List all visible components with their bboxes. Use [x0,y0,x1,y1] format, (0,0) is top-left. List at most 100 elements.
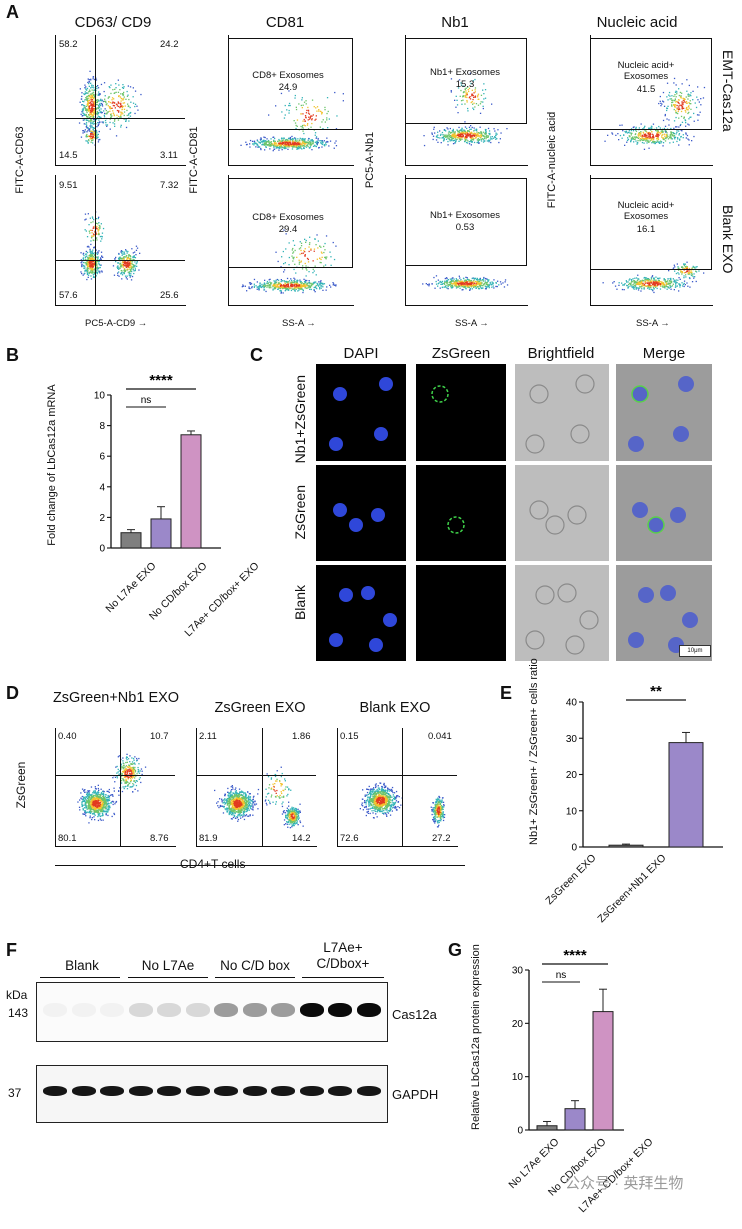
d-flow-0 [55,728,176,847]
g-bar-0 [537,1126,557,1130]
panel-label-f: F [6,940,17,961]
quad-cd-top-q2: 24.2 [160,39,179,50]
panel-label-e: E [500,683,512,704]
micrograph-r0-c1 [416,364,506,461]
d-title-2: Blank EXO [330,700,460,716]
d1-q2: 1.86 [292,731,311,742]
b-xcat-2: L7Ae+ CD/box+ EXO [168,560,261,653]
d2-q3: 72.6 [340,833,359,844]
quad-cd-bottom-q1: 9.51 [59,180,78,191]
gate-cd81-bottom-value: 29.4 [228,224,348,235]
col-title-cd81: CD81 [210,14,360,31]
col-title-cd63-cd9: CD63/ CD9 [38,14,188,31]
gate-nucleic-bottom-label: Nucleic acid+ Exosomes [596,200,696,222]
b-ytick-0: 0 [99,544,105,555]
blot2-lane-4 [157,1086,181,1096]
blot1-lane-9 [300,1003,324,1017]
gate-nucleic-bottom-value: 16.1 [596,224,696,235]
d0-q2: 10.7 [150,731,169,742]
blot1-lane-2 [100,1003,124,1017]
blot2-lane-11 [357,1086,381,1096]
col-title-nucleic-acid: Nucleic acid [562,14,712,31]
c-col-dapi: DAPI [316,345,406,362]
f-band-gapdh: GAPDH [392,1087,438,1102]
axis-label-ss-a-1: SS-A → [282,318,316,329]
d1-q4: 14.2 [292,833,311,844]
g-bar-1 [565,1109,585,1130]
micrograph-r0-c0 [316,364,406,461]
quad-cd-bottom-q3: 57.6 [59,290,78,301]
micrograph-r1-c1 [416,465,506,561]
panel-label-d: D [6,683,19,704]
quad-cd-top-q4: 3.11 [160,150,178,161]
e-bar-1 [669,743,703,847]
axis-label-ss-a-3: SS-A → [636,318,670,329]
gate-nb1-bottom-value: 0.53 [405,222,525,233]
e-sig: ** [650,683,662,700]
micrograph-r2-c2 [515,565,609,661]
micrograph-r1-c0 [316,465,406,561]
g-sig-top: **** [563,947,587,964]
blot1-lane-5 [186,1003,210,1017]
b-ytick-1: 2 [99,513,105,524]
blot1-lane-6 [214,1003,238,1017]
f-mw-143: 143 [8,1006,28,1020]
f-group-blank: Blank [40,958,124,973]
c-col-brightfield: Brightfield [514,345,608,362]
d1-q1: 2.11 [199,731,217,742]
western-blot-cas12a [36,982,388,1042]
gate-nb1-bottom-label: Nb1+ Exosomes [405,210,525,221]
blot1-lane-7 [243,1003,267,1017]
b-ytick-5: 10 [94,391,106,402]
e-ytick-4: 40 [566,698,578,709]
d0-q3: 80.1 [58,833,77,844]
g-ylabel: Relative LbCas12a protein expression [470,970,482,1130]
f-mw-37: 37 [8,1086,21,1100]
g-ytick-3: 30 [512,966,524,977]
b-ytick-2: 4 [99,482,105,493]
d-ylabel: ZsGreen [14,750,28,820]
d2-q4: 27.2 [432,833,451,844]
f-kda: kDa [6,988,27,1002]
micrograph-r0-c3 [616,364,712,461]
gate-nucleic-top-label: Nucleic acid+ Exosomes [596,60,696,82]
d0-q1: 0.40 [58,731,77,742]
d-flow-2 [337,728,458,847]
c-row-nb1-zsgreen: Nb1+ZsGreen [292,375,308,463]
axis-label-ss-a-2: SS-A → [455,318,489,329]
axis-label-pc5-cd9: PC5-A-CD9 → [85,318,147,329]
d-xlabel: CD4+T cells [180,857,245,871]
e-ylabel: Nb1+ ZsGreen+ / ZsGreen+ cells ratio [528,685,540,845]
flow-plot-cd-top [55,35,186,166]
axis-label-fitc-cd63: FITC-A-CD63 [14,90,26,230]
quad-cd-top-q3: 14.5 [59,150,78,161]
d2-q2: 0.041 [428,731,452,742]
blot1-lane-1 [72,1003,96,1017]
d-title-0: ZsGreen+Nb1 EXO [50,690,182,707]
blot2-lane-9 [300,1086,324,1096]
panel-label-g: G [448,940,462,961]
c-col-zsgreen: ZsGreen [416,345,506,362]
blot2-lane-2 [100,1086,124,1096]
e-xcat-0: ZsGreen EXO [533,852,598,917]
f-group-l7ae-cdbox: L7Ae+ C/Dbox+ [300,940,386,972]
blot1-lane-4 [157,1003,181,1017]
blot2-lane-10 [328,1086,352,1096]
blot2-lane-3 [129,1086,153,1096]
gate-cd81-top-value: 24.9 [228,82,348,93]
gate-cd81-bottom-label: CD8+ Exosomes [228,212,348,223]
watermark: 公众号 · 英拜生物 [565,1172,683,1193]
g-ytick-1: 10 [512,1072,524,1083]
micrograph-r0-c2 [515,364,609,461]
c-row-blank: Blank [292,585,308,620]
panel-label-a: A [6,2,19,23]
axis-label-pc5-nb1: PC5-A-Nb1 [364,90,376,230]
axis-label-fitc-nucleic: FITC-A-nucleic acid [546,90,558,230]
d1-q3: 81.9 [199,833,218,844]
col-title-nb1: Nb1 [380,14,530,31]
blot1-lane-8 [271,1003,295,1017]
panel-label-b: B [6,345,19,366]
blot2-lane-0 [43,1086,67,1096]
